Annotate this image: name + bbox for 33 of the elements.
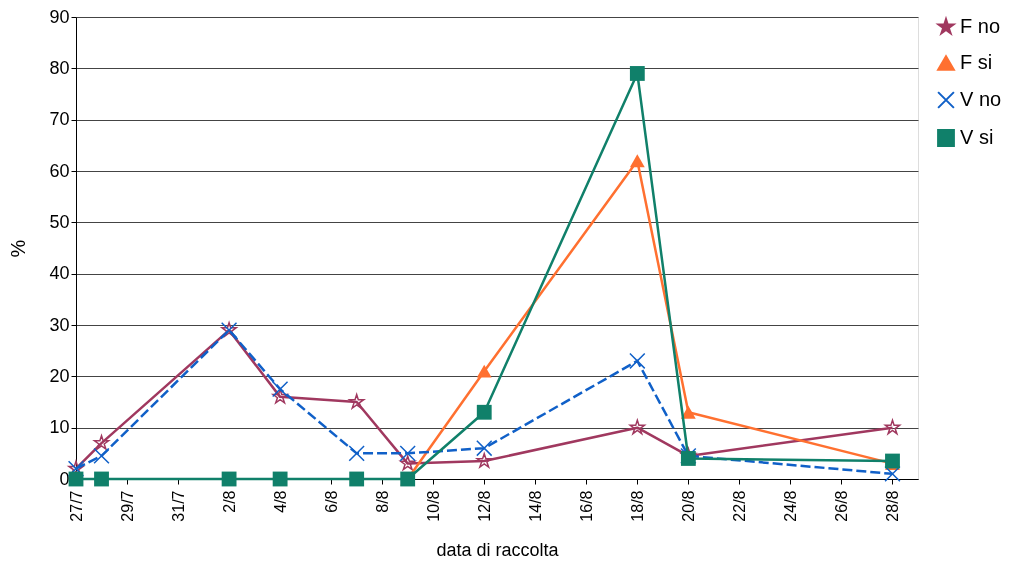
y-tick-label: 60: [49, 160, 70, 181]
y-tick-label: 0: [59, 468, 70, 489]
y-tick-label: 10: [49, 417, 70, 438]
x-tick-label: 8/8: [373, 490, 391, 513]
x-tick-label: 29/7: [118, 490, 136, 522]
y-tick-label: 30: [49, 314, 70, 335]
y-tick-label: 80: [49, 57, 70, 78]
x-tick-label: 26/8: [832, 490, 850, 522]
x-tick-label: 6/8: [322, 490, 340, 513]
x-tick-label: 16/8: [577, 490, 595, 522]
y-tick-label: 50: [49, 211, 70, 232]
legend-label: F si: [960, 51, 993, 73]
legend-label: V si: [960, 126, 994, 148]
legend-label: V no: [960, 88, 1002, 110]
x-tick-label: 18/8: [628, 490, 646, 522]
x-tick-label: 31/7: [169, 490, 187, 522]
x-tick-label: 22/8: [730, 490, 748, 522]
x-tick-label: 4/8: [271, 490, 289, 513]
x-tick-label: 14/8: [526, 490, 544, 522]
x-tick-label: 2/8: [220, 490, 238, 513]
x-tick-label: 20/8: [679, 490, 697, 522]
y-tick-label: 40: [49, 263, 70, 284]
y-axis-title: %: [7, 239, 30, 258]
legend-label: F no: [960, 15, 1001, 37]
x-tick-label: 27/7: [67, 490, 85, 522]
y-tick-label: 20: [49, 365, 70, 386]
y-tick-label: 90: [49, 6, 70, 27]
x-tick-label: 10/8: [424, 490, 442, 522]
x-tick-label: 12/8: [475, 490, 493, 522]
x-tick-label: 24/8: [781, 490, 799, 522]
x-tick-label: 28/8: [883, 490, 901, 522]
y-tick-label: 70: [49, 109, 70, 130]
x-axis-title: data di raccolta: [436, 539, 560, 560]
